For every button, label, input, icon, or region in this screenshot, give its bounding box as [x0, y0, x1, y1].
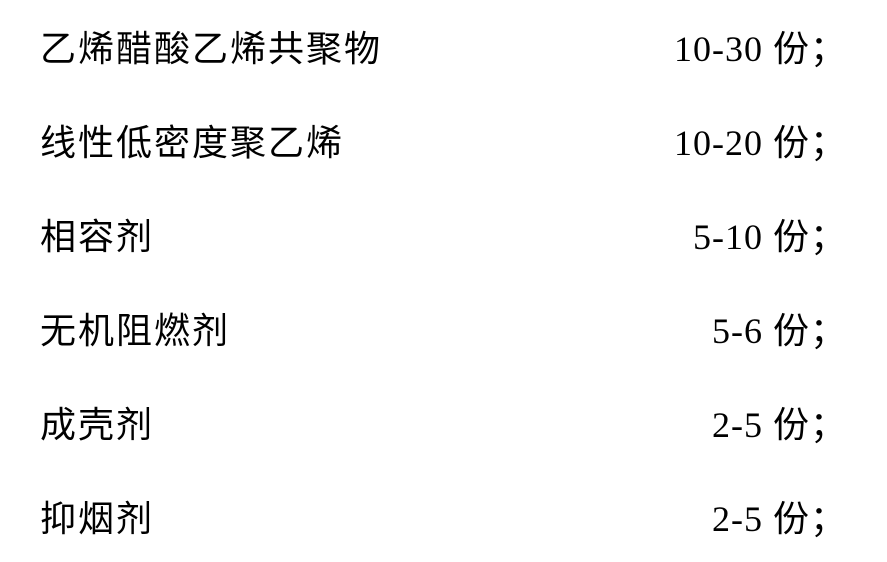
ingredient-label: 相容剂 [40, 208, 154, 260]
ingredient-row: 成壳剂 2-5 份； [40, 396, 847, 448]
ingredients-list: 乙烯醋酸乙烯共聚物 10-30 份； 线性低密度聚乙烯 10-20 份； 相容剂… [0, 0, 887, 562]
ingredient-label: 成壳剂 [40, 396, 154, 448]
ingredient-row: 抑烟剂 2-5 份； [40, 490, 847, 542]
ingredient-value: 5-6 份； [647, 302, 847, 354]
ingredient-row: 相容剂 5-10 份； [40, 208, 847, 260]
ingredient-label: 抑烟剂 [40, 490, 154, 542]
ingredient-row: 乙烯醋酸乙烯共聚物 10-30 份； [40, 20, 847, 72]
ingredient-label: 无机阻燃剂 [40, 302, 230, 354]
ingredient-value: 2-5 份； [647, 490, 847, 542]
ingredient-label: 乙烯醋酸乙烯共聚物 [40, 20, 382, 72]
ingredient-value: 2-5 份； [647, 396, 847, 448]
ingredient-value: 10-30 份； [647, 20, 847, 72]
ingredient-label: 线性低密度聚乙烯 [40, 114, 344, 166]
ingredient-value: 10-20 份； [647, 114, 847, 166]
ingredient-row: 线性低密度聚乙烯 10-20 份； [40, 114, 847, 166]
ingredient-row: 无机阻燃剂 5-6 份； [40, 302, 847, 354]
ingredient-value: 5-10 份； [647, 208, 847, 260]
